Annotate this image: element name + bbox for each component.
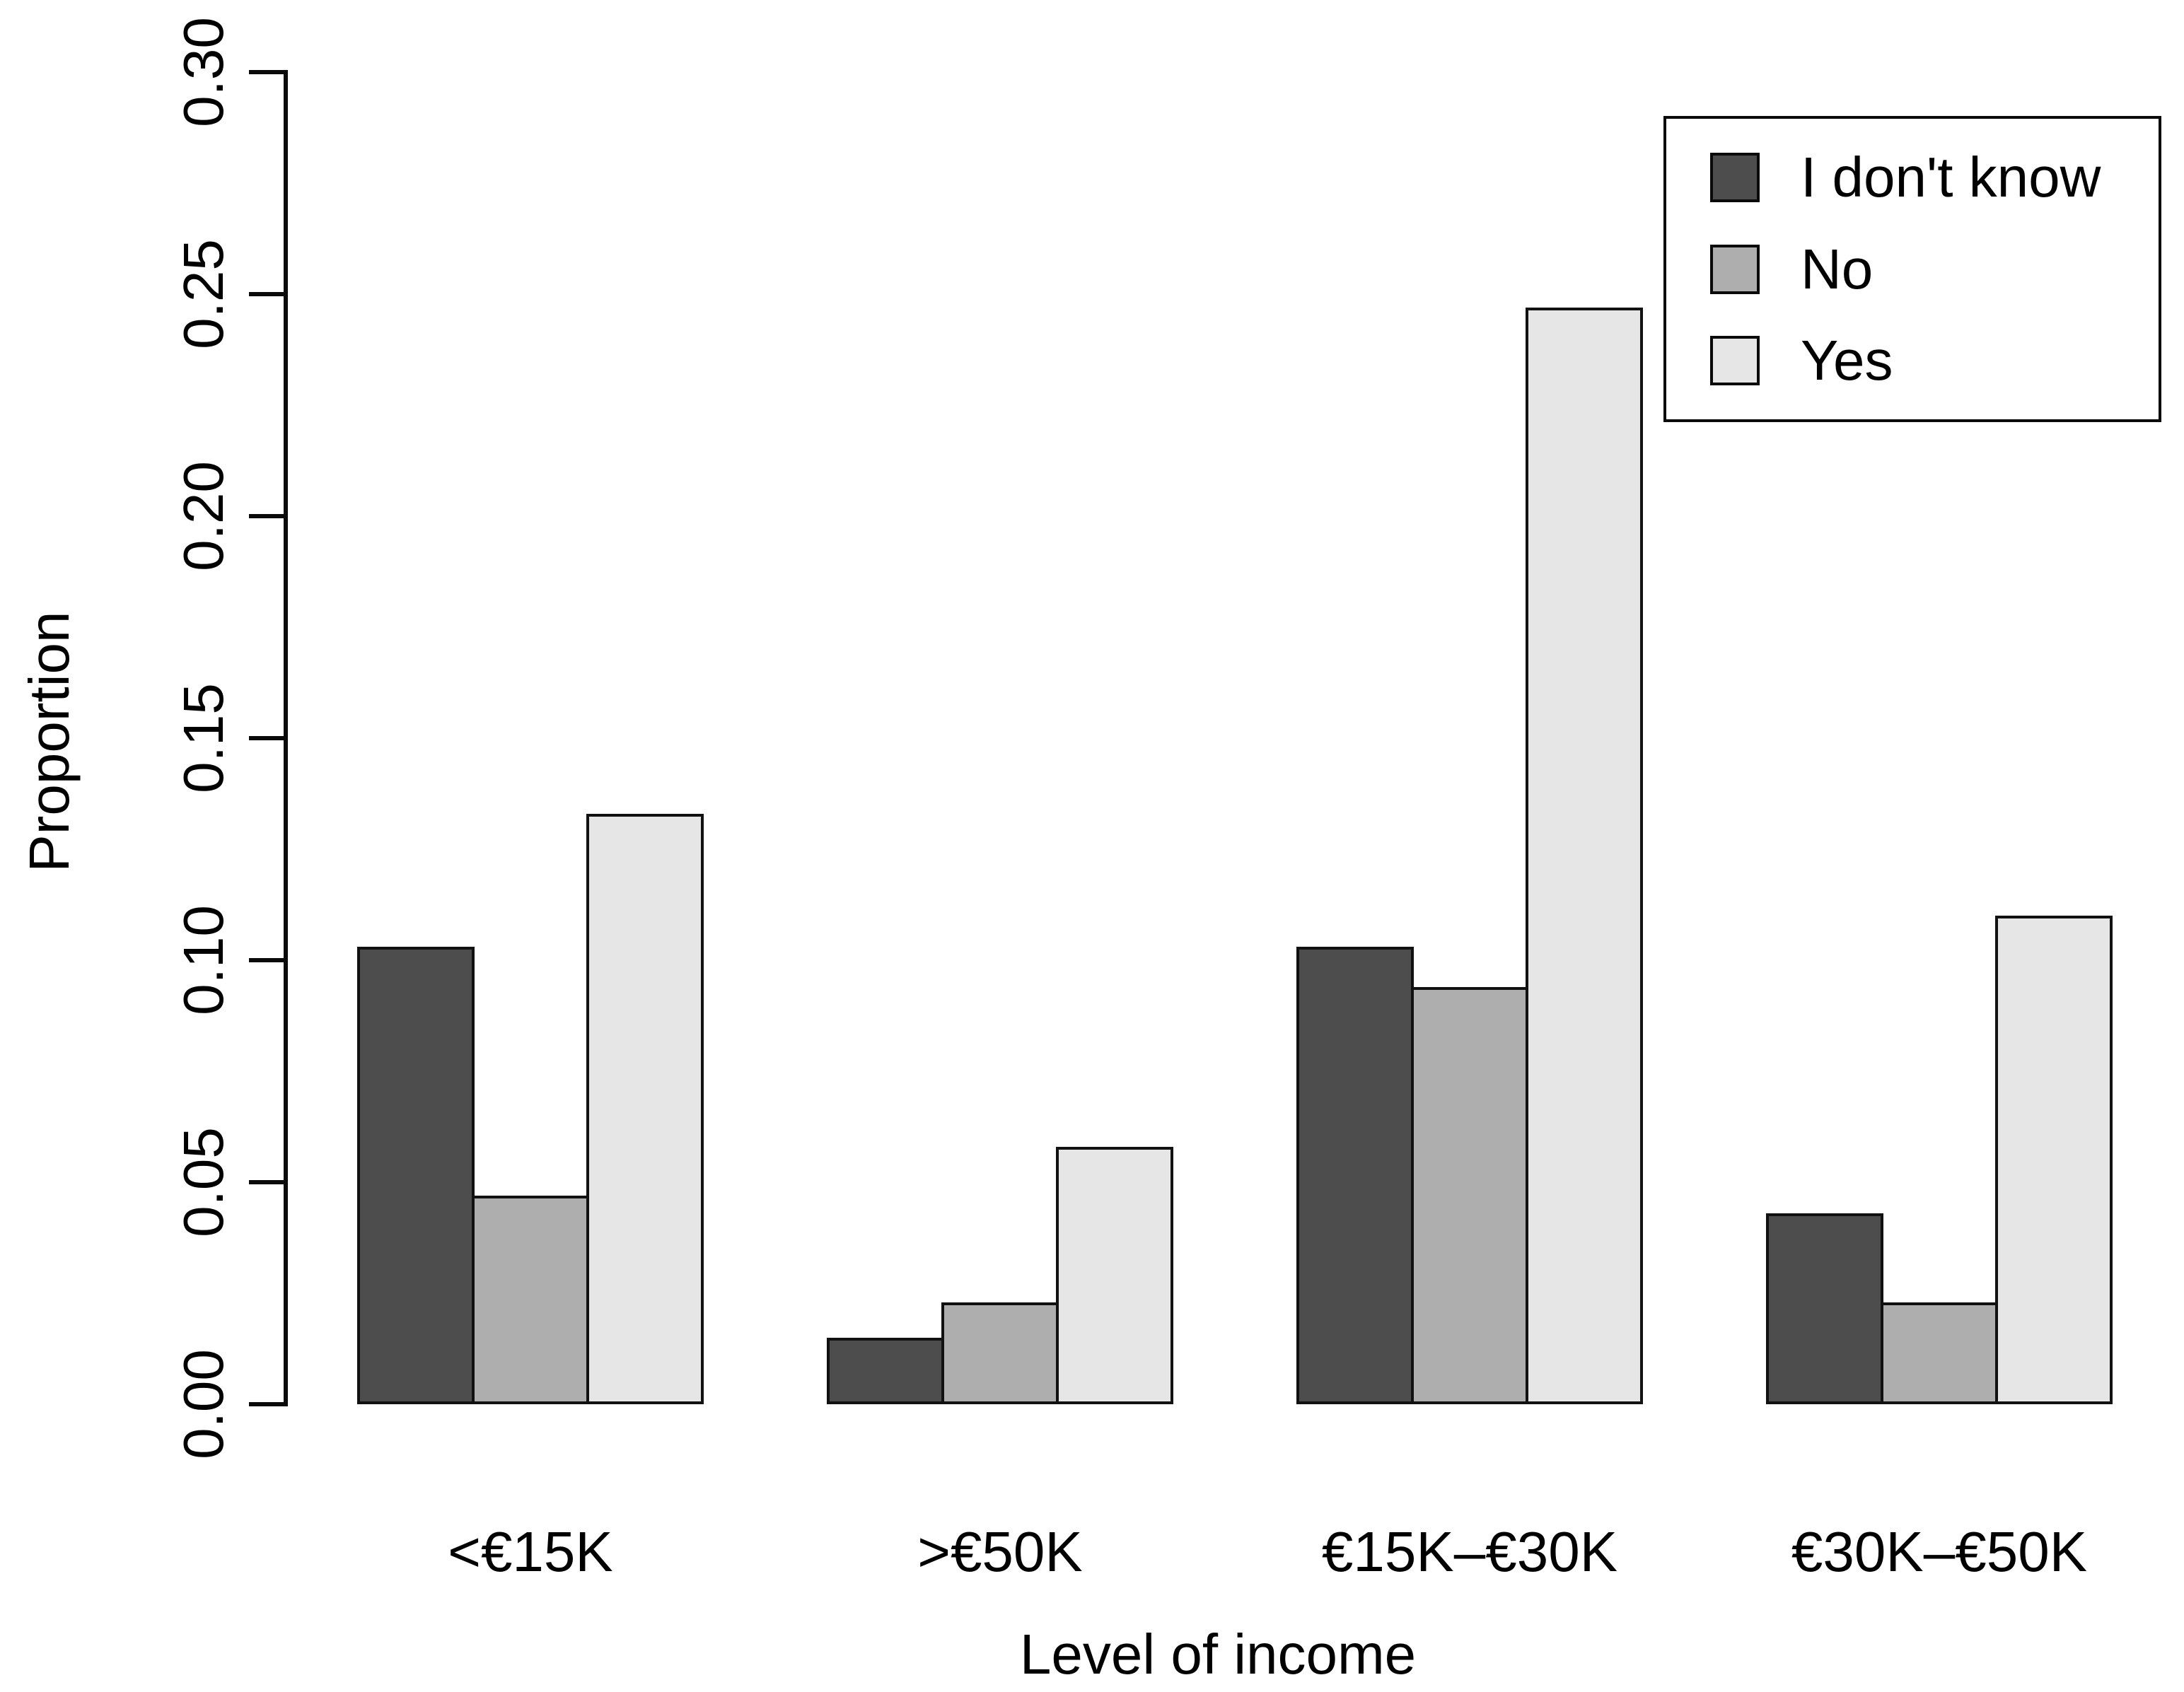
y-tick-mark-0.25 <box>249 292 286 296</box>
y-tick-mark-0.00 <box>249 1402 286 1406</box>
legend-color-swatch-no <box>1710 244 1760 294</box>
bar-i-don-t-know-15k <box>357 947 475 1404</box>
y-tick-label-0.25: 0.25 <box>172 239 235 349</box>
y-tick-label-0.20: 0.20 <box>172 461 235 571</box>
x-category-label-15k: <€15K <box>448 1520 613 1583</box>
y-tick-mark-0.10 <box>249 958 286 962</box>
legend-item-yes: Yes <box>1710 328 2159 393</box>
x-axis-title: Level of income <box>1019 1623 1417 1686</box>
bar-yes-30k-50k <box>1995 916 2113 1404</box>
legend-item-label: No <box>1801 237 1874 301</box>
y-tick-label-0.15: 0.15 <box>172 683 235 793</box>
legend-item-i-don-t-know: I don't know <box>1710 145 2159 210</box>
y-axis-line <box>284 70 288 1406</box>
y-tick-label-0.00: 0.00 <box>172 1349 235 1459</box>
x-category-label-50k: >€50K <box>917 1520 1083 1583</box>
bar-no-50k <box>941 1302 1059 1404</box>
y-tick-label-0.10: 0.10 <box>172 905 235 1015</box>
bar-yes-50k <box>1056 1147 1173 1404</box>
y-tick-label-0.30: 0.30 <box>172 17 235 127</box>
x-category-label-15k-30k: €15K–€30K <box>1321 1520 1618 1583</box>
bar-i-don-t-know-50k <box>827 1338 944 1404</box>
bar-no-15k-30k <box>1411 987 1528 1404</box>
legend: I don't know No Yes <box>1663 116 2161 422</box>
bar-no-15k <box>472 1196 589 1404</box>
y-axis-title: Proportion <box>18 611 81 873</box>
x-category-label-30k-50k: €30K–€50K <box>1791 1520 2088 1583</box>
bar-yes-15k <box>586 814 704 1404</box>
y-tick-mark-0.20 <box>249 514 286 518</box>
legend-color-swatch-i-don-t-know <box>1710 153 1760 203</box>
y-tick-mark-0.15 <box>249 736 286 740</box>
y-tick-mark-0.05 <box>249 1180 286 1184</box>
legend-item-label: Yes <box>1801 328 1893 392</box>
bar-i-don-t-know-30k-50k <box>1766 1213 1883 1404</box>
bar-no-30k-50k <box>1881 1302 1998 1404</box>
legend-item-label: I don't know <box>1801 146 2101 209</box>
y-tick-mark-0.30 <box>249 70 286 74</box>
legend-color-swatch-yes <box>1710 335 1760 385</box>
bar-i-don-t-know-15k-30k <box>1296 947 1414 1404</box>
legend-item-no: No <box>1710 237 2159 302</box>
bar-yes-15k-30k <box>1526 308 1643 1404</box>
y-tick-label-0.05: 0.05 <box>172 1127 235 1237</box>
